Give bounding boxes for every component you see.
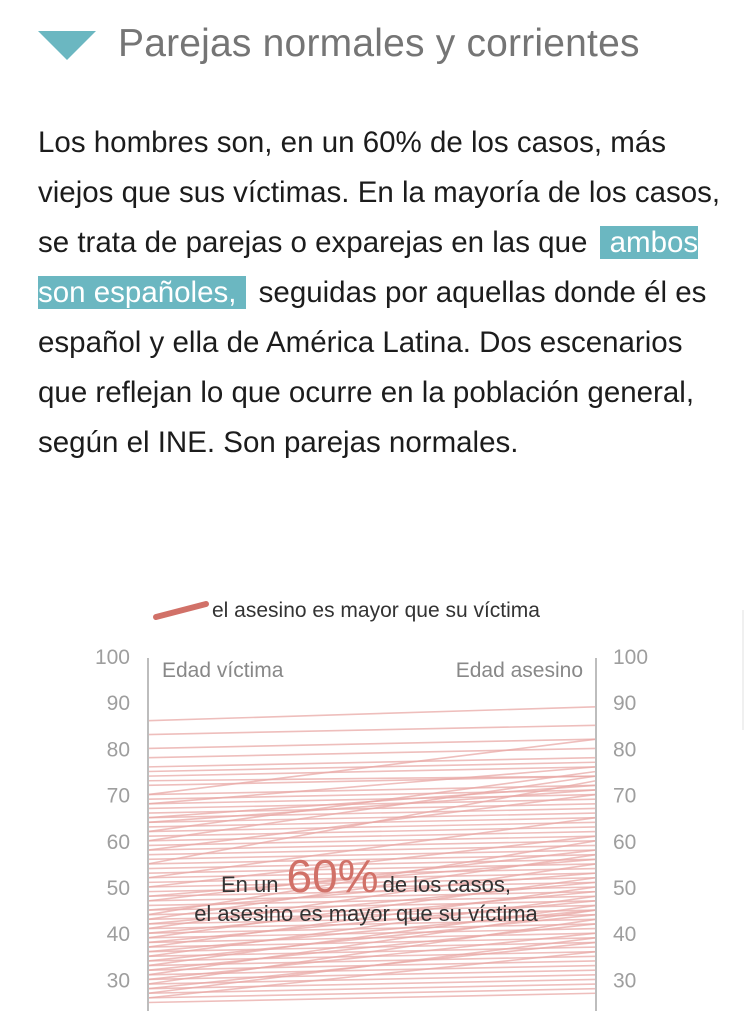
chart-annotation: En un 60% de los casos, el asesino es mayo… — [194, 850, 538, 926]
annotation-suffix: de los casos, — [383, 872, 511, 897]
slope-line — [147, 738, 597, 750]
slope-line — [147, 789, 597, 824]
slope-line — [147, 973, 597, 985]
tick-label-right: 50 — [613, 877, 636, 900]
slope-line — [147, 840, 597, 916]
annotation-line-1: En un 60% de los casos, — [221, 850, 511, 902]
slope-line — [147, 913, 597, 962]
tick-label-right: 60 — [613, 831, 636, 854]
slope-line — [147, 835, 597, 847]
triangle-down-icon[interactable] — [38, 31, 96, 60]
tick-label-left: 50 — [107, 877, 130, 900]
slope-line — [147, 909, 597, 953]
slope-line — [147, 932, 597, 981]
slope-line — [147, 849, 597, 902]
slope-line — [147, 738, 597, 796]
tick-label-right: 40 — [613, 923, 636, 946]
slope-line — [147, 840, 597, 851]
slope-line — [147, 706, 597, 722]
slope-line — [147, 983, 597, 995]
slope-chart: el asesino es mayor que su víctima 100 90… — [95, 599, 648, 1011]
slope-line — [147, 955, 597, 967]
left-tick-labels: 100 90 80 70 60 50 40 30 — [95, 646, 130, 992]
slope-line — [147, 876, 597, 939]
slope-line — [147, 775, 597, 842]
slope-lines — [147, 706, 597, 1004]
slope-line — [147, 895, 597, 958]
slope-line — [147, 987, 597, 999]
slope-line — [147, 863, 597, 930]
slope-line — [147, 766, 597, 805]
slope-line — [147, 909, 597, 976]
section-title: Parejas normales y corrientes — [118, 22, 640, 65]
scroll-edge — [742, 610, 744, 730]
slope-line — [147, 978, 597, 990]
slope-line — [147, 923, 597, 971]
slope-line — [147, 816, 597, 879]
paragraph-text-after: seguidas por aquellas donde él es españo… — [38, 276, 707, 459]
slope-line — [147, 937, 597, 995]
tick-label-left: 90 — [107, 692, 130, 715]
section-header: Parejas normales y corrientes — [38, 22, 728, 74]
tick-label-left: 80 — [107, 738, 130, 761]
tick-label-left: 30 — [107, 969, 130, 992]
slope-line — [147, 766, 597, 777]
left-axis-label: Edad víctima — [162, 659, 284, 682]
slope-line — [147, 890, 597, 934]
slope-line — [147, 867, 597, 879]
tick-label-left: 40 — [107, 923, 130, 946]
tick-label-right: 100 — [613, 646, 648, 669]
slope-line — [147, 830, 597, 842]
slope-line — [147, 900, 597, 944]
paragraph-text-before: Los hombres son, en un 60% de los casos,… — [38, 126, 721, 259]
tick-label-right: 80 — [613, 738, 636, 761]
slope-line — [147, 849, 597, 861]
slope-line — [147, 950, 597, 999]
tick-label-right: 90 — [613, 692, 636, 715]
slope-line — [147, 844, 597, 856]
annotation-prefix: En un — [221, 872, 279, 897]
annotation-line-2: el asesino es mayor que su víctima — [194, 901, 538, 926]
slope-line — [147, 835, 597, 888]
slope-line — [147, 904, 597, 967]
tick-label-left: 60 — [107, 831, 130, 854]
right-tick-labels: 100 90 80 70 60 50 40 30 — [613, 646, 648, 992]
slope-line — [147, 793, 597, 851]
slope-line — [147, 872, 597, 911]
slope-line — [147, 775, 597, 787]
slope-line — [147, 992, 597, 1004]
tick-label-right: 30 — [613, 969, 636, 992]
chart-legend: el asesino es mayor que su víctima — [153, 599, 540, 622]
slope-line — [147, 784, 597, 819]
slope-line — [147, 798, 597, 810]
slope-line — [147, 886, 597, 948]
slope-line — [147, 756, 597, 768]
right-axis-label: Edad asesino — [456, 659, 583, 682]
slope-line — [147, 747, 597, 759]
legend-label: el asesino es mayor que su víctima — [212, 599, 540, 622]
slope-line — [147, 964, 597, 976]
body-paragraph: Los hombres son, en un 60% de los casos,… — [38, 118, 728, 468]
slope-line — [147, 853, 597, 865]
tick-label-left: 70 — [107, 785, 130, 808]
slope-line — [147, 853, 597, 921]
annotation-percent: 60% — [287, 850, 379, 902]
slope-line — [147, 918, 597, 985]
tick-label-left: 100 — [95, 646, 130, 669]
tick-label-right: 70 — [613, 785, 636, 808]
slope-line — [147, 724, 597, 736]
slope-line — [147, 923, 597, 934]
legend-swatch — [153, 601, 209, 620]
